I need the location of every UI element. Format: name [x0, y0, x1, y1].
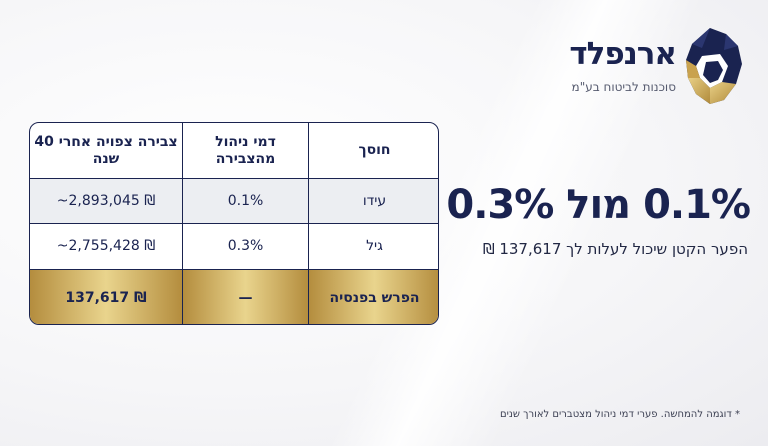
lion-logo-icon: [686, 28, 742, 104]
row-1-accumulation-value: ~2,893,045 ₪: [56, 192, 156, 209]
comparison-table: צבירה צפויה אחרי 40 שנה דמי ניהול מהצביר…: [29, 122, 439, 325]
subline: הפער הקטן שיכול לעלות לך 137,617 ₪: [482, 240, 748, 258]
footnote: * דוגמה להמחשה. פערי דמי ניהול מצטברים ל…: [499, 409, 740, 420]
total-amount-value: 137,617 ₪: [65, 289, 147, 306]
row-2-saver: גיל: [309, 224, 438, 270]
header-saver: חוסך: [309, 123, 438, 179]
logo-tagline: סוכנות לביטוח בע"מ: [571, 80, 676, 94]
row-2-fee-value: 0.3%: [227, 238, 264, 255]
total-amount: 137,617 ₪: [30, 270, 183, 324]
row-2-fee: 0.3%: [183, 224, 309, 270]
row-1-fee-value: 0.1%: [227, 192, 264, 209]
row-1-saver: עידו: [309, 179, 438, 224]
total-fee: —: [183, 270, 309, 324]
row-2-accumulation-value: ~2,755,428 ₪: [56, 238, 156, 255]
logo-name: ארנפלד: [569, 36, 677, 72]
total-label: הפרש בפנסיה: [309, 270, 438, 324]
header-fee: דמי ניהול מהצבירה: [183, 123, 309, 179]
row-1-fee: 0.1%: [183, 179, 309, 224]
headline: 0.1% מול 0.3%: [446, 182, 751, 228]
company-logo: ארנפלד סוכנות לביטוח בע"מ: [548, 26, 748, 108]
header-accumulation: צבירה צפויה אחרי 40 שנה: [30, 123, 183, 179]
row-2-accumulation: ~2,755,428 ₪: [30, 224, 183, 270]
row-1-accumulation: ~2,893,045 ₪: [30, 179, 183, 224]
